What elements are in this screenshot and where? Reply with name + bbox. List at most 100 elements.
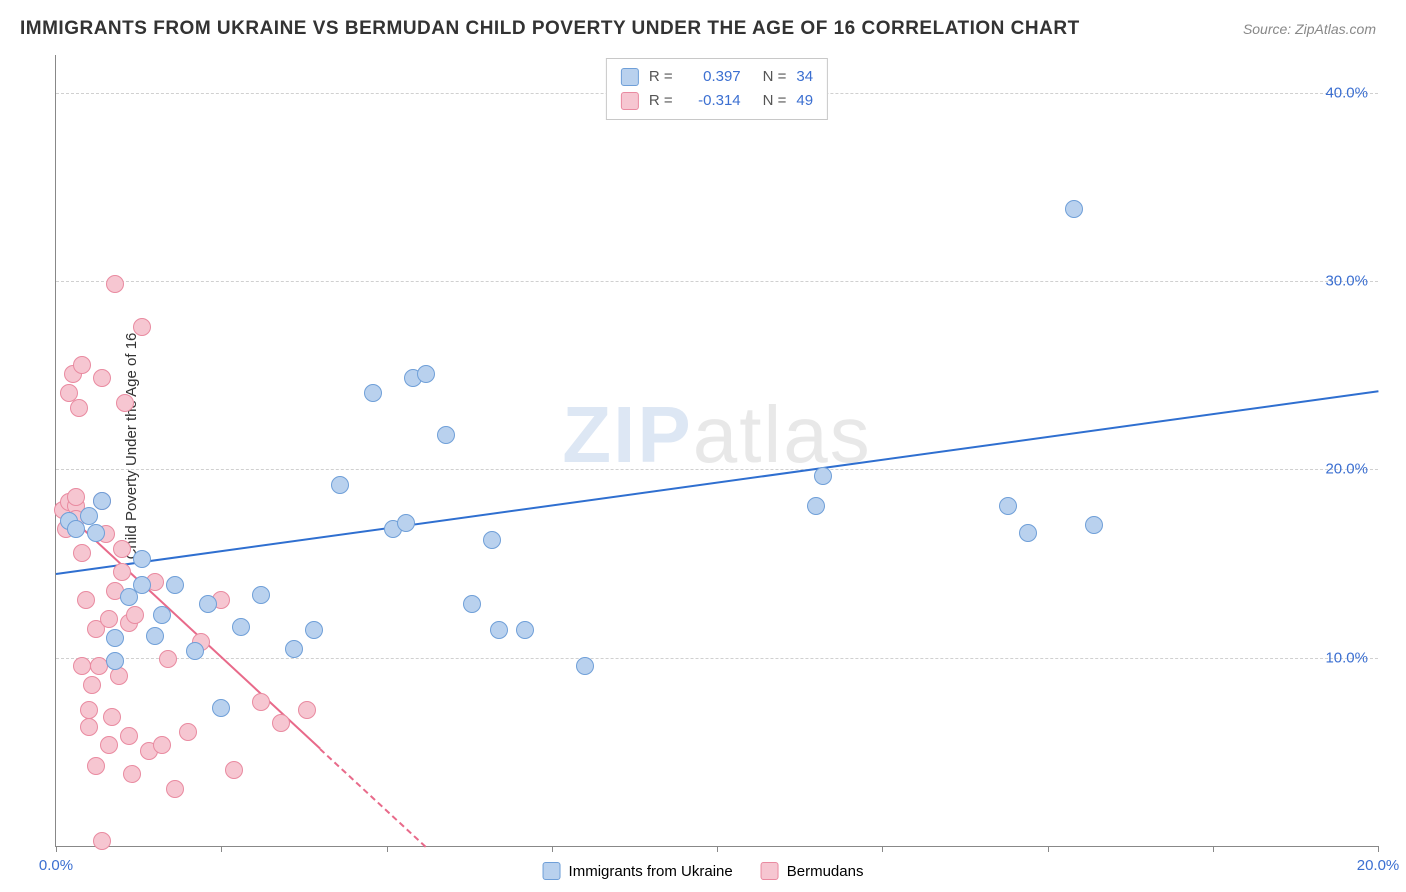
r-value: -0.314 xyxy=(683,89,741,113)
point-ukraine xyxy=(106,652,124,670)
point-ukraine xyxy=(252,586,270,604)
point-ukraine xyxy=(285,640,303,658)
point-ukraine xyxy=(212,699,230,717)
n-label: N = xyxy=(763,89,787,113)
source-label: Source: ZipAtlas.com xyxy=(1243,21,1376,37)
point-ukraine xyxy=(417,365,435,383)
legend-swatch xyxy=(543,862,561,880)
point-bermudans xyxy=(123,765,141,783)
point-bermudans xyxy=(113,563,131,581)
point-ukraine xyxy=(93,492,111,510)
series-legend: Immigrants from Ukraine Bermudans xyxy=(543,862,864,880)
point-bermudans xyxy=(73,657,91,675)
legend-label: Immigrants from Ukraine xyxy=(569,863,733,880)
point-ukraine xyxy=(463,595,481,613)
point-ukraine xyxy=(516,621,534,639)
legend-swatch xyxy=(621,92,639,110)
point-bermudans xyxy=(106,275,124,293)
point-bermudans xyxy=(272,714,290,732)
y-tick-label: 40.0% xyxy=(1325,84,1368,101)
n-label: N = xyxy=(763,65,787,89)
legend-label: Bermudans xyxy=(787,863,864,880)
point-ukraine xyxy=(999,497,1017,515)
point-bermudans xyxy=(90,657,108,675)
r-label: R = xyxy=(649,89,673,113)
point-ukraine xyxy=(490,621,508,639)
point-ukraine xyxy=(106,629,124,647)
point-bermudans xyxy=(153,736,171,754)
legend-stat-row: R = -0.314 N = 49 xyxy=(621,89,813,113)
point-bermudans xyxy=(67,488,85,506)
point-ukraine xyxy=(1065,200,1083,218)
y-tick-label: 10.0% xyxy=(1325,649,1368,666)
n-value: 49 xyxy=(796,89,813,113)
point-ukraine xyxy=(199,595,217,613)
point-ukraine xyxy=(576,657,594,675)
gridline xyxy=(56,469,1378,470)
y-tick-label: 30.0% xyxy=(1325,273,1368,290)
gridline xyxy=(56,658,1378,659)
correlation-legend: R = 0.397 N = 34 R = -0.314 N = 49 xyxy=(606,58,828,120)
legend-stat-row: R = 0.397 N = 34 xyxy=(621,65,813,89)
point-ukraine xyxy=(166,576,184,594)
y-tick-label: 20.0% xyxy=(1325,461,1368,478)
point-bermudans xyxy=(179,723,197,741)
point-ukraine xyxy=(814,467,832,485)
x-tick-mark xyxy=(1378,846,1379,852)
point-bermudans xyxy=(83,676,101,694)
x-tick-mark xyxy=(717,846,718,852)
point-bermudans xyxy=(120,727,138,745)
point-bermudans xyxy=(93,369,111,387)
point-ukraine xyxy=(153,606,171,624)
legend-swatch xyxy=(761,862,779,880)
legend-swatch xyxy=(621,68,639,86)
point-bermudans xyxy=(100,610,118,628)
point-bermudans xyxy=(87,757,105,775)
legend-item: Bermudans xyxy=(761,862,864,880)
point-ukraine xyxy=(133,576,151,594)
point-ukraine xyxy=(133,550,151,568)
point-ukraine xyxy=(364,384,382,402)
x-tick-mark xyxy=(1048,846,1049,852)
trend-line xyxy=(56,390,1378,575)
x-tick-label: 0.0% xyxy=(39,857,73,874)
legend-item: Immigrants from Ukraine xyxy=(543,862,733,880)
point-ukraine xyxy=(397,514,415,532)
x-tick-mark xyxy=(387,846,388,852)
trend-line xyxy=(320,748,427,847)
point-bermudans xyxy=(298,701,316,719)
point-bermudans xyxy=(252,693,270,711)
point-bermudans xyxy=(116,394,134,412)
x-tick-mark xyxy=(221,846,222,852)
point-bermudans xyxy=(126,606,144,624)
point-bermudans xyxy=(103,708,121,726)
point-ukraine xyxy=(186,642,204,660)
point-bermudans xyxy=(80,701,98,719)
point-bermudans xyxy=(80,718,98,736)
point-bermudans xyxy=(166,780,184,798)
point-ukraine xyxy=(1085,516,1103,534)
x-tick-mark xyxy=(552,846,553,852)
point-ukraine xyxy=(437,426,455,444)
point-ukraine xyxy=(331,476,349,494)
point-bermudans xyxy=(77,591,95,609)
point-ukraine xyxy=(807,497,825,515)
point-bermudans xyxy=(100,736,118,754)
chart-title: IMMIGRANTS FROM UKRAINE VS BERMUDAN CHIL… xyxy=(20,18,1080,40)
point-bermudans xyxy=(93,832,111,850)
r-value: 0.397 xyxy=(683,65,741,89)
point-bermudans xyxy=(73,544,91,562)
x-tick-label: 20.0% xyxy=(1357,857,1400,874)
point-bermudans xyxy=(133,318,151,336)
x-tick-mark xyxy=(1213,846,1214,852)
point-ukraine xyxy=(80,507,98,525)
point-ukraine xyxy=(232,618,250,636)
watermark-zip: ZIP xyxy=(562,390,692,479)
point-ukraine xyxy=(305,621,323,639)
n-value: 34 xyxy=(796,65,813,89)
point-ukraine xyxy=(67,520,85,538)
chart-plot-area: ZIPatlas R =0.397N =34R =-0.314N =49 10.… xyxy=(55,55,1378,847)
r-label: R = xyxy=(649,65,673,89)
point-ukraine xyxy=(483,531,501,549)
point-bermudans xyxy=(159,650,177,668)
